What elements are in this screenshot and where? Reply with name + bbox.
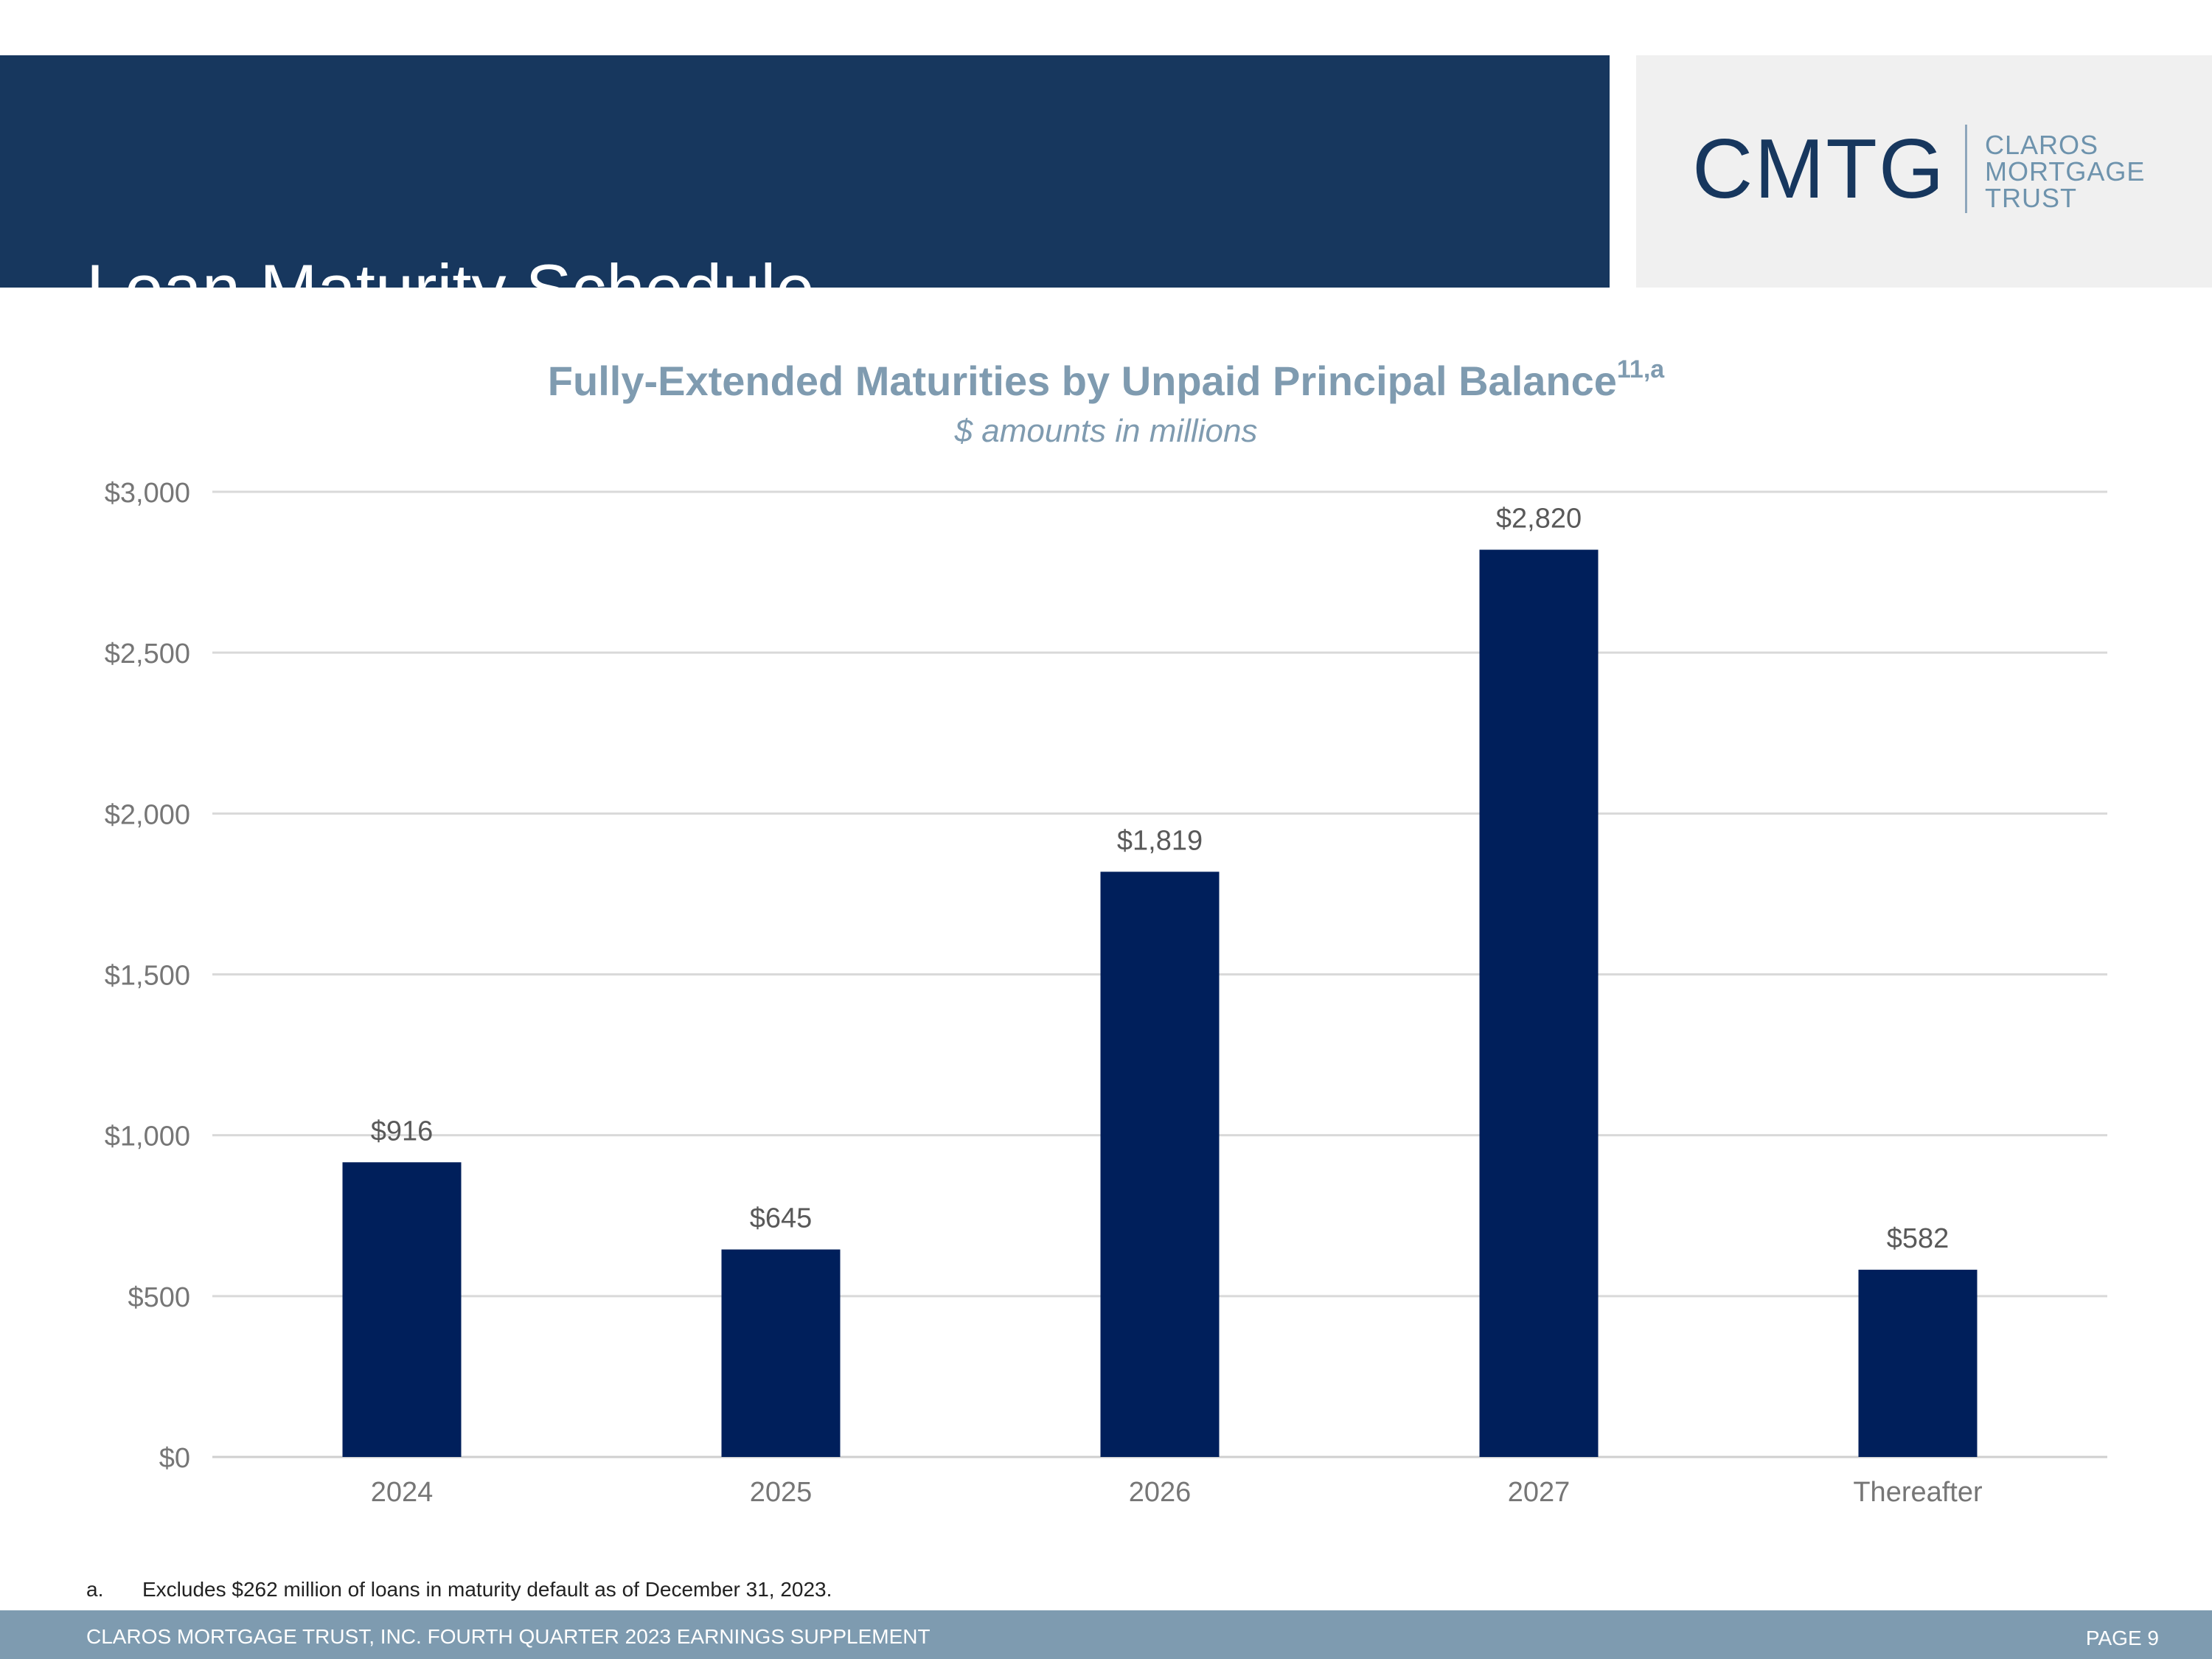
x-tick-label: Thereafter [1853,1477,1983,1508]
y-tick-label: $3,000 [105,478,190,509]
x-tick-label: 2024 [371,1477,434,1508]
bar [342,1162,462,1457]
x-tick-label: 2025 [750,1477,813,1508]
bar-value-label: $916 [371,1116,434,1147]
chart-title: Fully-Extended Maturities by Unpaid Prin… [0,355,2212,405]
bar-value-label: $582 [1887,1223,1950,1254]
y-tick-label: $0 [159,1443,190,1474]
logo-line: MORTGAGE [1985,156,2146,187]
bar-value-label: $1,819 [1117,825,1203,856]
x-tick-label: 2027 [1508,1477,1571,1508]
footer-text: CLAROS MORTGAGE TRUST, INC. FOURTH QUART… [86,1625,931,1648]
bar-value-label: $2,820 [1496,504,1582,535]
header-bar: Loan Maturity Schedule [0,55,1610,324]
y-tick-label: $1,500 [105,961,190,992]
footnote-marker: a. [86,1578,104,1601]
page-title: Loan Maturity Schedule [86,250,815,327]
chart-title-footnote-ref: 11,a [1616,355,1665,383]
bar-value-label: $645 [750,1203,813,1234]
bar [1479,549,1599,1457]
chart-subtitle: $ amounts in millions [954,413,1258,449]
bar [721,1249,841,1457]
x-tick-label: 2026 [1129,1477,1192,1508]
y-tick-label: $1,000 [105,1121,190,1152]
chart-title-text: Fully-Extended Maturities by Unpaid Prin… [547,358,1617,404]
logo-line: CLAROS [1985,130,2099,160]
footer-bar: CLAROS MORTGAGE TRUST, INC. FOURTH QUART… [0,1610,2212,1659]
footnote: a. Excludes $262 million of loans in matu… [86,1578,832,1601]
y-tick-label: $2,500 [105,639,190,669]
page-number: PAGE 9 [2085,1627,2159,1649]
bar [1858,1270,1978,1457]
y-tick-label: $500 [128,1282,190,1313]
logo-mark: CMTG [1692,122,1946,216]
company-logo: CMTG CLAROS MORTGAGE TRUST [1636,55,2212,288]
footnote-text: Excludes $262 million of loans in maturi… [142,1578,832,1601]
y-tick-label: $2,000 [105,799,190,830]
logo-line: TRUST [1985,183,2077,213]
logo-divider [1965,125,1967,213]
bar-chart: $0 $500 $1,000 $1,500 $2,000 $2,500 $3,000 $916… [105,478,2107,1508]
logo-wordmark: CLAROS MORTGAGE TRUST [1985,132,2145,212]
bar [1100,872,1220,1457]
